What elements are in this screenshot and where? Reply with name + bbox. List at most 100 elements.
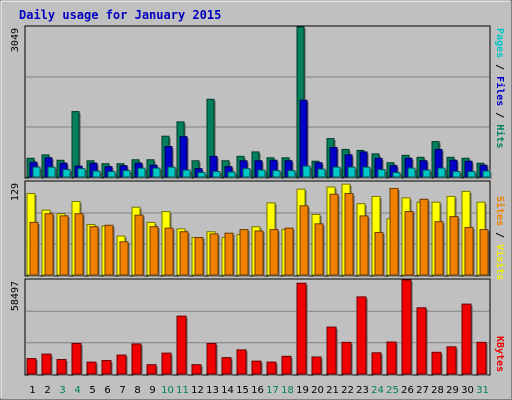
bar bbox=[77, 168, 86, 178]
x-tick-label-day-7: 7 bbox=[119, 385, 125, 396]
bar-kbytes-day-3 bbox=[56, 359, 68, 376]
bar bbox=[437, 167, 446, 178]
bar-sites-day-3 bbox=[59, 215, 70, 277]
x-tick-label-day-20: 20 bbox=[311, 385, 324, 396]
bar-sites-day-10 bbox=[164, 227, 175, 277]
legend-files: Files bbox=[494, 76, 506, 106]
bar-pages-day-17 bbox=[272, 170, 282, 179]
bar-kbytes-day-7 bbox=[116, 354, 128, 376]
bar bbox=[137, 167, 146, 178]
bar-sites-day-22 bbox=[344, 193, 355, 277]
bar-kbytes-day-29 bbox=[446, 346, 458, 376]
bar bbox=[299, 205, 309, 276]
bar-kbytes-day-13 bbox=[206, 342, 218, 376]
bar-sites-day-31 bbox=[479, 229, 490, 277]
bar bbox=[347, 166, 356, 178]
panel-bars bbox=[26, 183, 490, 277]
bar-sites-day-23 bbox=[359, 215, 370, 277]
legend-visits: Visits bbox=[494, 244, 506, 280]
bar bbox=[44, 213, 54, 276]
x-tick-label-day-4: 4 bbox=[74, 385, 80, 396]
bar bbox=[32, 166, 41, 178]
x-tick-label-day-25: 25 bbox=[386, 385, 399, 396]
bar bbox=[176, 315, 187, 375]
bar-kbytes-day-12 bbox=[191, 364, 203, 376]
bar bbox=[386, 341, 397, 375]
bar bbox=[149, 226, 159, 276]
bar-sites-day-2 bbox=[44, 213, 55, 277]
bar-kbytes-day-25 bbox=[386, 341, 398, 376]
x-tick-label-day-17: 17 bbox=[266, 385, 279, 396]
bar bbox=[356, 296, 367, 375]
bar bbox=[269, 229, 279, 276]
bar-sites-day-29 bbox=[449, 216, 460, 277]
bar-kbytes-day-17 bbox=[266, 361, 278, 376]
bar-pages-day-10 bbox=[167, 166, 177, 179]
bar bbox=[434, 221, 444, 276]
bar-pages-day-3 bbox=[62, 169, 72, 179]
x-tick-label-day-28: 28 bbox=[431, 385, 444, 396]
bar bbox=[164, 227, 174, 276]
bar bbox=[482, 170, 491, 178]
bar-kbytes-day-8 bbox=[131, 343, 143, 376]
bar bbox=[284, 227, 294, 276]
bar bbox=[26, 358, 37, 375]
bar bbox=[197, 172, 206, 178]
bar-pages-day-12 bbox=[197, 172, 207, 179]
bar-kbytes-day-5 bbox=[86, 361, 98, 376]
bar bbox=[476, 341, 487, 375]
bar bbox=[107, 171, 116, 178]
bar-pages-day-4 bbox=[77, 168, 87, 179]
bar-pages-day-18 bbox=[287, 170, 297, 179]
x-tick-label-day-29: 29 bbox=[446, 385, 459, 396]
bar bbox=[311, 356, 322, 375]
panel-legend: KBytes bbox=[494, 336, 505, 372]
bar-pages-day-5 bbox=[92, 170, 102, 179]
bar-kbytes-day-15 bbox=[236, 349, 248, 376]
bar-pages-day-31 bbox=[482, 170, 492, 179]
bar-sites-day-6 bbox=[104, 224, 115, 277]
x-tick-label-day-1: 1 bbox=[29, 385, 35, 396]
bar-pages-day-29 bbox=[452, 171, 462, 179]
bar-pages-day-20 bbox=[317, 168, 327, 179]
x-axis-labels: 1 2 3 4 5 6 7 8 9 10 11 12 13 14 15 16 17 18 19 20 21 22 23 24 2… bbox=[29, 385, 489, 396]
bar-pages-day-19 bbox=[302, 165, 312, 179]
bar-kbytes-day-28 bbox=[431, 351, 443, 376]
bar-pages-day-11 bbox=[182, 169, 192, 179]
bar bbox=[101, 360, 112, 375]
bar-kbytes-day-1 bbox=[26, 358, 38, 376]
x-tick-label-day-3: 3 bbox=[59, 385, 65, 396]
panel-bars bbox=[26, 26, 492, 179]
bar bbox=[272, 170, 281, 178]
bar bbox=[47, 166, 56, 178]
panel-gridlines bbox=[26, 76, 489, 128]
bar-sites-day-1 bbox=[29, 221, 40, 277]
bar-sites-day-27 bbox=[419, 198, 430, 277]
bar-pages-day-21 bbox=[332, 166, 342, 179]
bar-sites-day-7 bbox=[119, 241, 130, 277]
x-tick-label-day-8: 8 bbox=[134, 385, 140, 396]
bar bbox=[29, 221, 39, 276]
bar-sites-day-15 bbox=[239, 229, 250, 277]
bar bbox=[287, 170, 296, 178]
bar-pages-day-2 bbox=[47, 166, 57, 179]
bar bbox=[362, 166, 371, 178]
bar bbox=[89, 226, 99, 276]
bar bbox=[314, 223, 324, 276]
x-tick-label-day-26: 26 bbox=[401, 385, 414, 396]
bar bbox=[206, 342, 217, 375]
bar-pages-day-9 bbox=[152, 167, 162, 179]
bar bbox=[191, 364, 202, 375]
x-tick-label-day-23: 23 bbox=[356, 385, 369, 396]
bar-pages-day-25 bbox=[392, 172, 402, 179]
bar bbox=[179, 231, 189, 276]
bar bbox=[116, 354, 127, 375]
bar bbox=[299, 99, 308, 178]
x-tick-label-day-13: 13 bbox=[206, 385, 219, 396]
bar-pages-day-24 bbox=[377, 169, 387, 179]
panel-bars bbox=[26, 279, 488, 376]
bar bbox=[182, 169, 191, 178]
bar-sites-day-13 bbox=[209, 233, 220, 277]
bar bbox=[239, 229, 249, 276]
bar bbox=[422, 169, 431, 178]
